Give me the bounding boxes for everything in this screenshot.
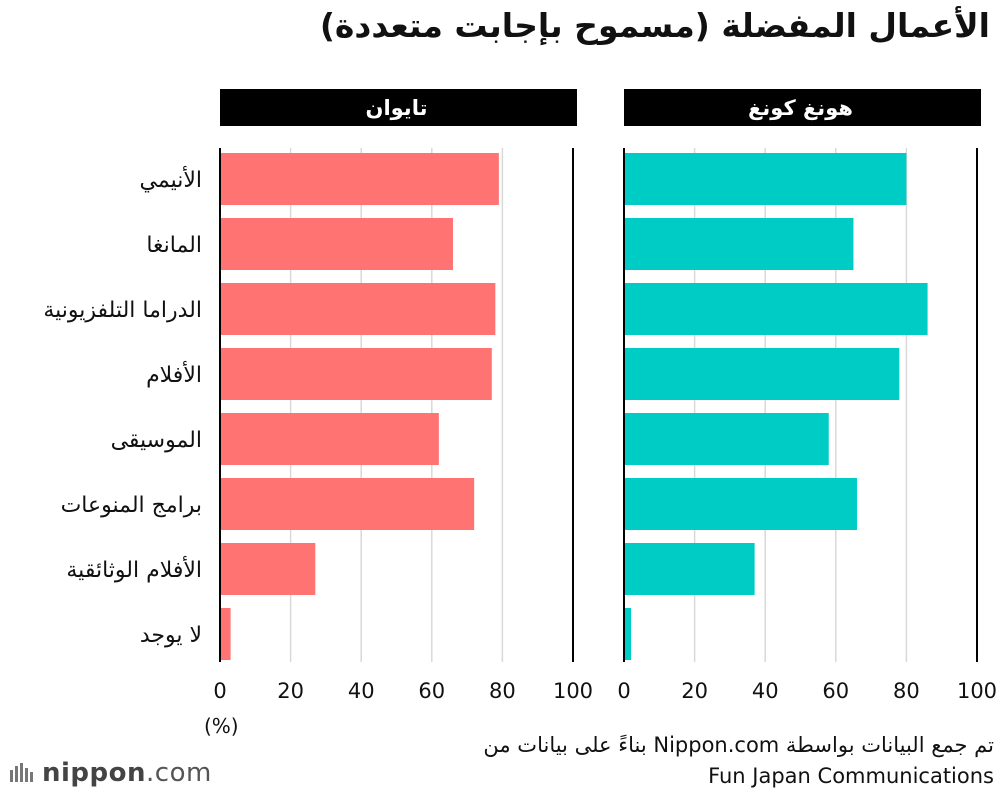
category-label: المانغا [146, 233, 202, 258]
source-organization: Fun Japan Communications [708, 764, 994, 788]
bar-taiwan [220, 413, 439, 465]
bar-hongkong [624, 348, 900, 400]
bar-taiwan [220, 543, 316, 595]
panel-header-taiwan [220, 89, 577, 126]
chart-title: الأعمال المفضلة (مسموح بإجابت متعددة) [319, 6, 990, 45]
bar-hongkong [624, 478, 857, 530]
x-tick-label-hongkong: 0 [617, 679, 630, 703]
bar-hongkong [624, 283, 928, 335]
category-label: لا يوجد [140, 623, 202, 648]
x-tick-label-hongkong: 20 [681, 679, 708, 703]
x-tick-label-hongkong: 40 [752, 679, 779, 703]
bar-hongkong [624, 153, 907, 205]
bar-hongkong [624, 543, 755, 595]
category-label: الدراما التلفزيونية [43, 298, 202, 323]
x-tick-label-taiwan: 80 [489, 679, 516, 703]
bar-hongkong [624, 413, 829, 465]
x-tick-label-hongkong: 100 [957, 679, 997, 703]
bar-taiwan [220, 348, 492, 400]
bar-taiwan [220, 478, 475, 530]
panel-header-hongkong [624, 89, 981, 126]
panel-title-taiwan: تايوان [366, 96, 428, 120]
bar-taiwan [220, 283, 496, 335]
x-tick-label-hongkong: 80 [893, 679, 920, 703]
panel-title-hongkong: هونغ كونغ [748, 96, 853, 120]
nippon-logo: nippon.com [8, 758, 212, 788]
source-note: تم جمع البيانات بواسطة Nippon.com بناءً … [483, 733, 994, 757]
category-label: برامج المنوعات [61, 493, 202, 518]
x-tick-label-taiwan: 20 [277, 679, 304, 703]
bar-taiwan [220, 153, 499, 205]
bar-taiwan [220, 218, 453, 270]
x-tick-label-taiwan: 100 [553, 679, 593, 703]
x-tick-label-taiwan: 0 [213, 679, 226, 703]
bar-hongkong [624, 608, 632, 660]
unit-label: (%) [204, 714, 239, 738]
x-tick-label-taiwan: 40 [348, 679, 375, 703]
category-label: الأفلام الوثائقية [66, 556, 202, 583]
nippon-logo-icon [10, 763, 33, 782]
category-label: الأنيمي [140, 166, 202, 193]
logo-name: nippon [42, 758, 147, 788]
x-tick-label-taiwan: 60 [418, 679, 445, 703]
bar-taiwan [220, 608, 231, 660]
bar-hongkong [624, 218, 854, 270]
x-tick-label-hongkong: 60 [822, 679, 849, 703]
category-label: الأفلام [146, 361, 202, 388]
category-label: الموسيقى [111, 428, 202, 453]
logo-suffix: .com [146, 758, 212, 788]
